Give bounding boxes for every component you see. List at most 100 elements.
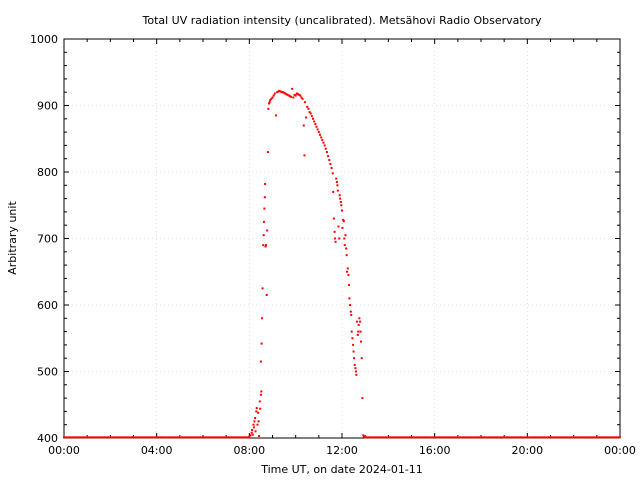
data-point [295, 92, 298, 95]
data-point [303, 154, 306, 157]
data-point [66, 436, 69, 439]
data-point [506, 436, 509, 439]
data-point [451, 436, 454, 439]
data-point [499, 436, 502, 439]
data-point [391, 436, 394, 439]
data-point [354, 370, 357, 373]
data-point [258, 400, 261, 403]
data-point [223, 436, 226, 439]
data-point [369, 436, 372, 439]
data-point [207, 436, 210, 439]
y-tick-label: 700 [37, 233, 58, 246]
data-point [358, 317, 361, 320]
data-point [362, 434, 365, 437]
data-point [255, 407, 258, 410]
data-point [283, 91, 286, 94]
data-point [105, 436, 108, 439]
data-point [320, 136, 323, 139]
data-point [325, 151, 328, 154]
data-point [584, 436, 587, 439]
data-point [294, 94, 297, 97]
data-point [144, 436, 147, 439]
data-point [306, 105, 309, 108]
data-point [338, 237, 341, 240]
data-point [336, 184, 339, 187]
data-point [528, 436, 531, 439]
data-point [290, 95, 293, 98]
data-point [310, 115, 313, 118]
data-point [151, 436, 154, 439]
data-point [366, 436, 369, 439]
data-point [537, 436, 540, 439]
data-point [466, 436, 469, 439]
data-point [357, 323, 360, 326]
data-point [246, 436, 249, 439]
data-point [599, 436, 602, 439]
data-point [251, 429, 254, 432]
data-point [190, 436, 193, 439]
data-point [356, 333, 359, 336]
data-point [263, 196, 266, 199]
data-point [570, 436, 573, 439]
data-point [578, 436, 581, 439]
data-point [439, 436, 442, 439]
data-point [408, 436, 411, 439]
data-point [68, 436, 71, 439]
data-point [138, 436, 141, 439]
data-point [503, 436, 506, 439]
data-point [607, 436, 610, 439]
data-point [171, 436, 174, 439]
data-point [433, 436, 436, 439]
data-point [254, 417, 257, 420]
data-point [157, 436, 160, 439]
data-point [568, 436, 571, 439]
data-point [74, 436, 77, 439]
x-tick-label: 04:00 [141, 444, 173, 457]
data-point [347, 284, 350, 287]
data-point [64, 436, 67, 439]
data-point [352, 343, 355, 346]
data-point [334, 237, 337, 240]
data-point [255, 410, 258, 413]
data-point [327, 155, 330, 158]
data-point [76, 436, 79, 439]
data-point [611, 436, 614, 439]
data-point [589, 436, 592, 439]
data-point [271, 96, 274, 99]
data-point [300, 96, 303, 99]
grid [64, 39, 620, 438]
data-point [277, 90, 280, 93]
data-point [266, 229, 269, 232]
data-point [342, 218, 345, 221]
data-point [359, 340, 362, 343]
data-point [302, 124, 305, 127]
data-point [219, 436, 222, 439]
data-point [198, 436, 201, 439]
data-point [99, 436, 102, 439]
data-point [299, 94, 302, 97]
data-point [346, 267, 349, 270]
data-point [159, 436, 162, 439]
data-point [115, 436, 118, 439]
data-point [520, 436, 523, 439]
data-point [613, 436, 616, 439]
data-point [605, 436, 608, 439]
data-point [555, 436, 558, 439]
data-point [547, 436, 550, 439]
data-point [124, 436, 127, 439]
data-point [345, 254, 348, 257]
y-tick-label: 500 [37, 366, 58, 379]
x-tick-label: 00:00 [604, 444, 636, 457]
data-point [80, 436, 83, 439]
data-point [257, 411, 260, 414]
data-point [443, 436, 446, 439]
data-point [213, 436, 216, 439]
data-point [410, 436, 413, 439]
data-point [203, 436, 206, 439]
data-point [78, 436, 81, 439]
data-point [321, 139, 324, 142]
data-point [359, 320, 362, 323]
data-point [335, 177, 338, 180]
data-point [264, 182, 267, 185]
data-point [313, 120, 316, 123]
